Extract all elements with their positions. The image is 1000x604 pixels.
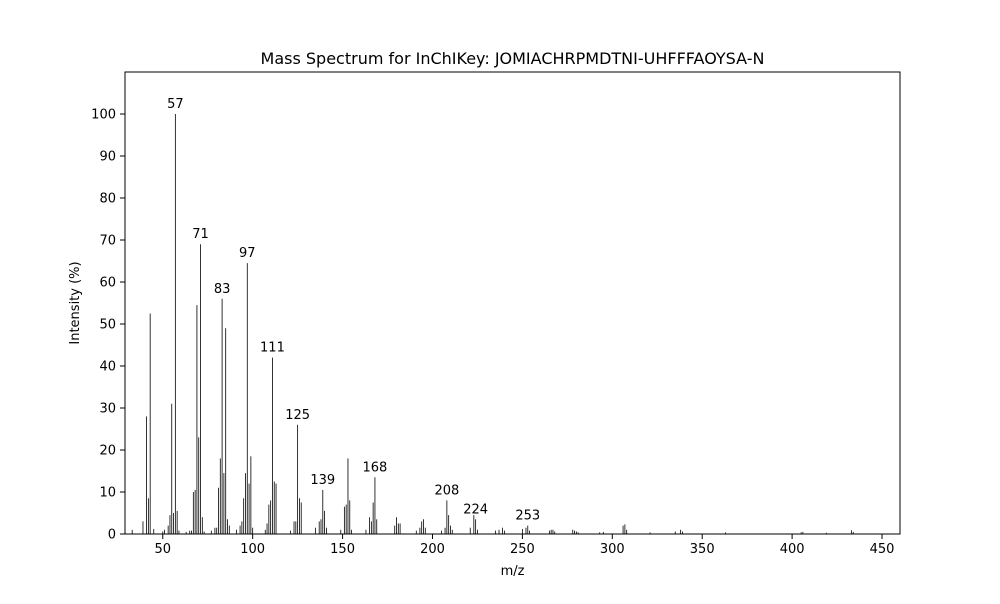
x-tick-label: 200 <box>420 542 445 557</box>
y-tick-label: 60 <box>99 276 116 291</box>
peak-label: 168 <box>363 460 388 475</box>
chart-title: Mass Spectrum for InChIKey: JOMIACHRPMDT… <box>261 49 765 68</box>
x-tick-label: 350 <box>690 542 715 557</box>
x-tick-label: 400 <box>780 542 805 557</box>
x-tick-label: 450 <box>870 542 895 557</box>
peak-label: 71 <box>192 227 209 242</box>
y-tick-label: 10 <box>99 486 116 501</box>
x-tick-label: 250 <box>510 542 535 557</box>
x-axis-label: m/z <box>501 564 525 579</box>
y-axis: 0 10 20 30 40 50 60 70 80 90 100 <box>91 108 125 543</box>
y-tick-label: 30 <box>99 402 116 417</box>
peak-label: 57 <box>167 97 184 112</box>
y-tick-label: 50 <box>99 318 116 333</box>
x-axis: 50 100 150 200 250 300 350 400 450 <box>154 534 894 557</box>
peak-label: 97 <box>239 246 256 261</box>
y-tick-label: 0 <box>108 528 116 543</box>
peaks-layer <box>131 114 854 534</box>
y-tick-label: 90 <box>99 150 116 165</box>
y-axis-label: Intensity (%) <box>68 261 83 344</box>
x-tick-label: 300 <box>600 542 625 557</box>
x-tick-label: 50 <box>154 542 171 557</box>
peak-label: 83 <box>214 282 231 297</box>
y-tick-label: 80 <box>99 192 116 207</box>
peak-label: 224 <box>463 502 488 517</box>
peak-label: 111 <box>260 341 285 356</box>
y-tick-label: 20 <box>99 444 116 459</box>
y-tick-label: 40 <box>99 360 116 375</box>
peak-label: 139 <box>310 473 335 488</box>
peak-labels-layer: 57 71 83 97 111 125 139 168 208 224 253 <box>167 97 540 524</box>
y-tick-label: 70 <box>99 234 116 249</box>
x-tick-label: 150 <box>330 542 355 557</box>
peak-label: 253 <box>515 509 540 524</box>
y-tick-label: 100 <box>91 108 116 123</box>
x-tick-label: 100 <box>240 542 265 557</box>
peak-label: 125 <box>285 408 310 423</box>
plot-frame <box>124 71 901 535</box>
peak-label: 208 <box>434 483 459 498</box>
